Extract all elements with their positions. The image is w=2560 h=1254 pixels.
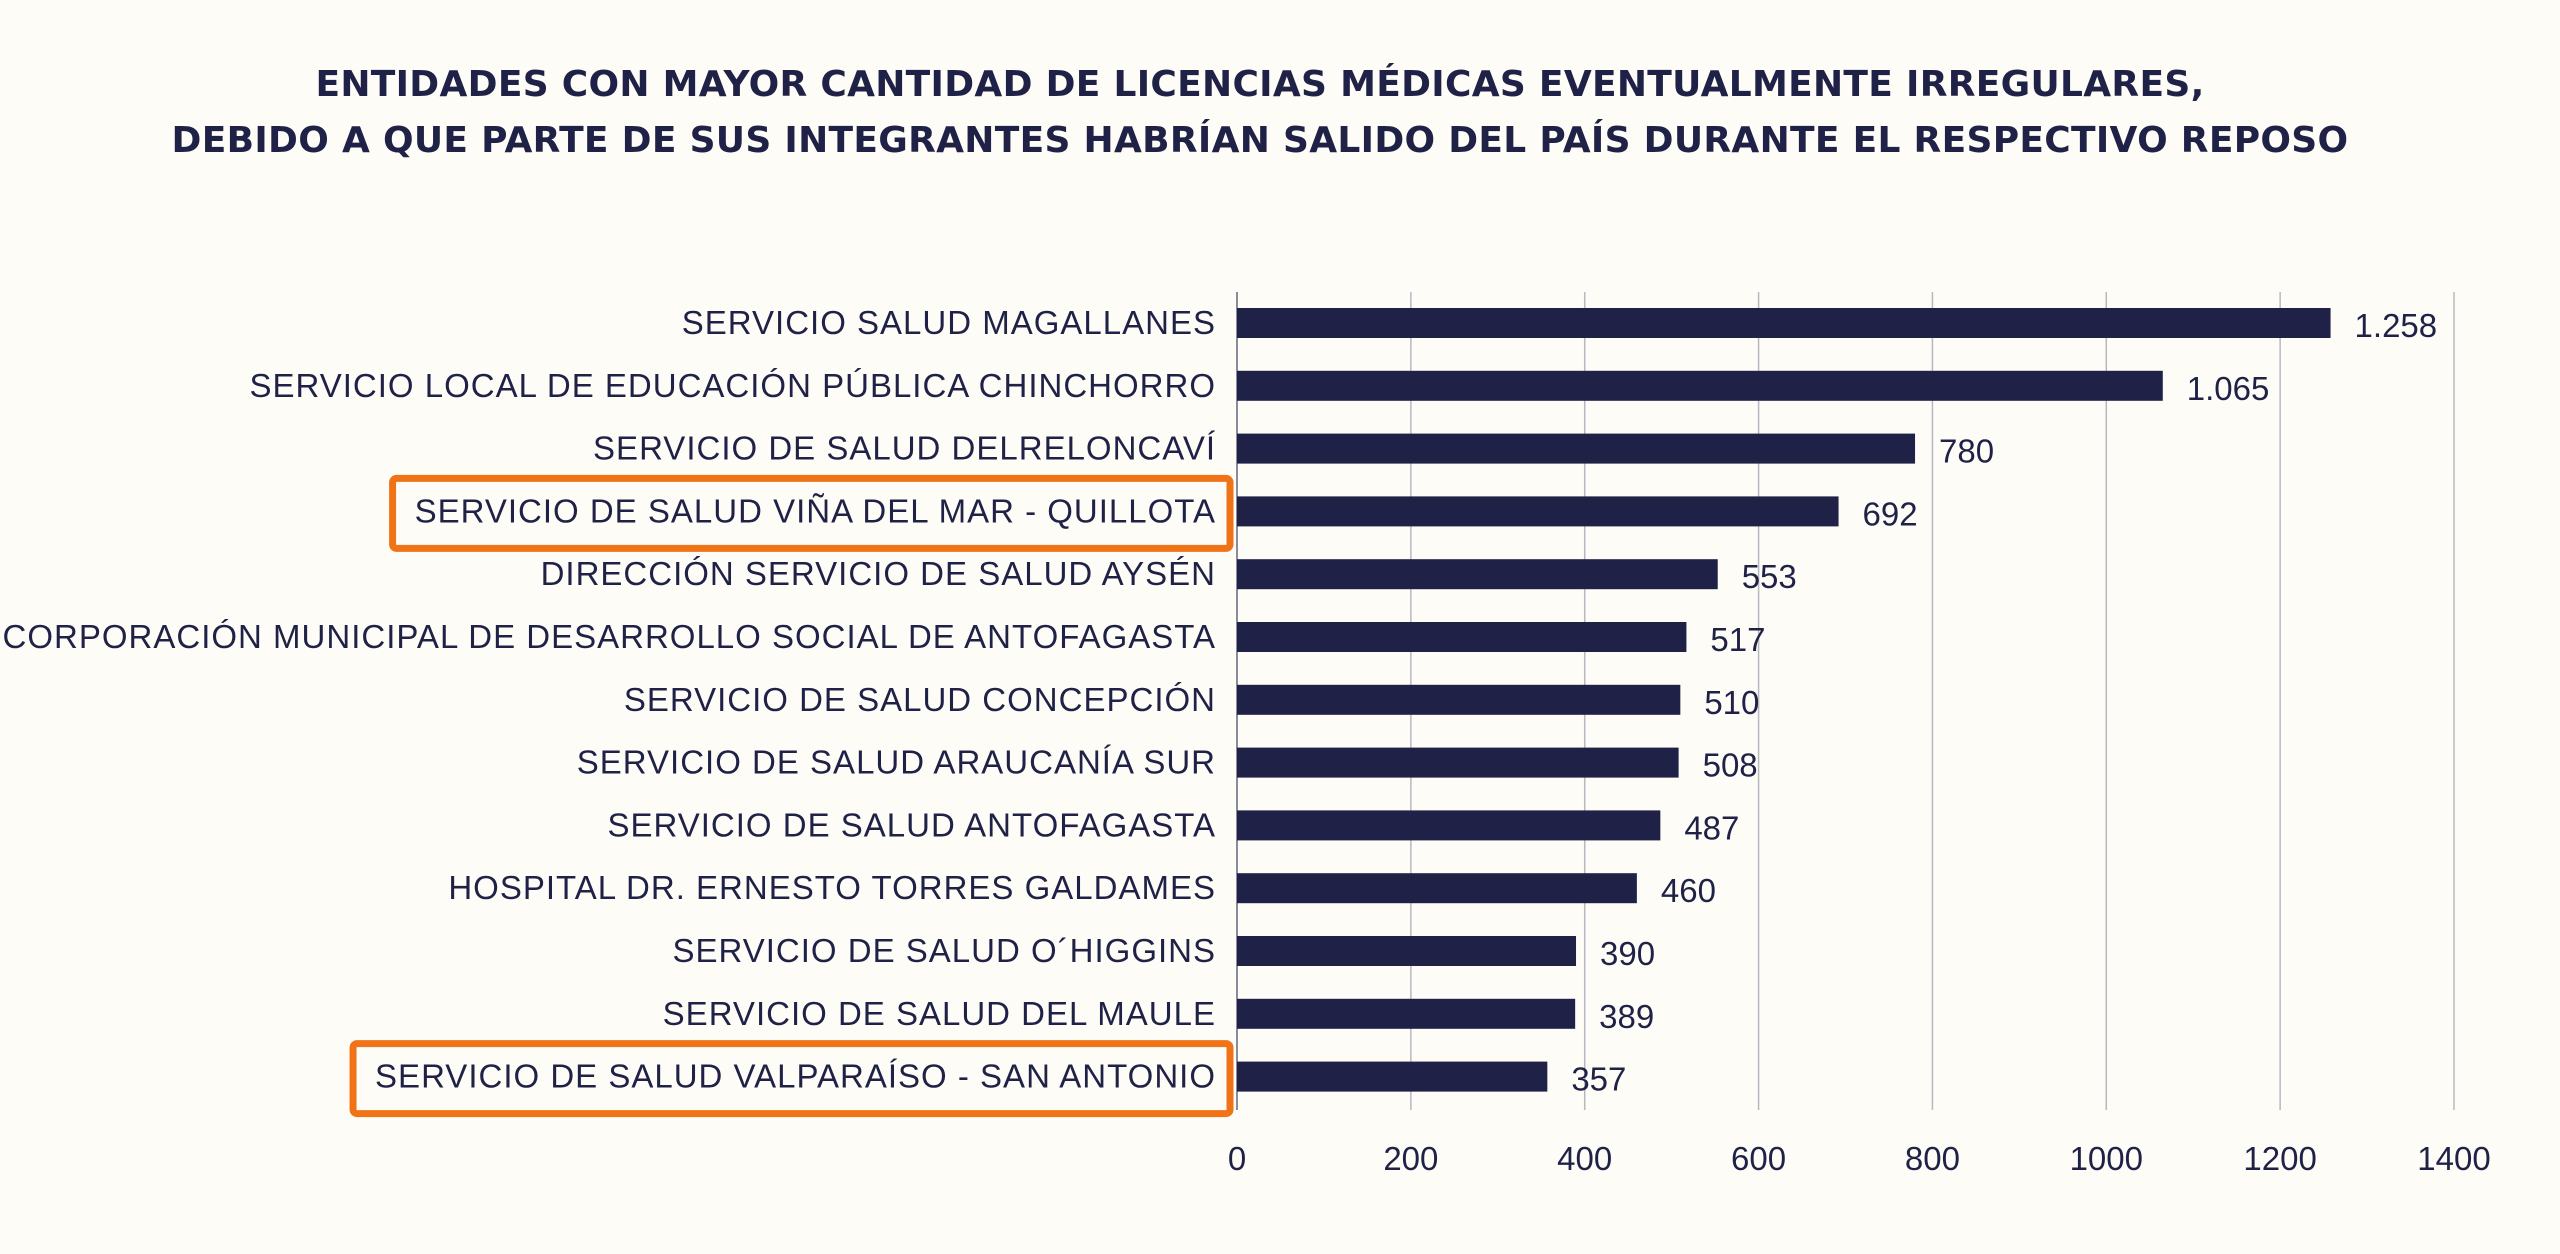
highlight-box — [349, 1040, 1234, 1118]
category-label: SERVICIO DE SALUD DELRELONCAVÍ — [593, 430, 1216, 467]
x-tick-label: 0 — [1228, 1140, 1246, 1177]
x-tick-label: 600 — [1731, 1140, 1786, 1177]
bar — [1237, 1061, 1548, 1092]
value-label: 692 — [1863, 495, 1918, 532]
category-label: SERVICIO DE SALUD DEL MAULE — [663, 995, 1216, 1032]
x-tick-label: 1400 — [2417, 1140, 2490, 1177]
bar — [1237, 810, 1661, 841]
bar — [1237, 308, 2331, 338]
category-label: CORPORACIÓN MUNICIPAL DE DESARROLLO SOCI… — [3, 618, 1216, 655]
bar — [1237, 370, 2163, 401]
bar — [1237, 998, 1576, 1029]
category-label: SERVICIO DE SALUD ARAUCANÍA SUR — [577, 744, 1216, 781]
x-tick-label: 1000 — [2070, 1140, 2143, 1177]
chart-title-line-2: DEBIDO A QUE PARTE DE SUS INTEGRANTES HA… — [171, 120, 2349, 161]
category-label: SERVICIO DE SALUD VIÑA DEL MAR - QUILLOT… — [415, 492, 1216, 529]
value-label: 390 — [1600, 935, 1655, 972]
bar — [1237, 684, 1681, 715]
value-label: 780 — [1939, 433, 1994, 470]
bar — [1237, 559, 1718, 590]
chart-title-line-1: ENTIDADES CON MAYOR CANTIDAD DE LICENCIA… — [315, 64, 2205, 105]
category-label: SERVICIO DE SALUD ANTOFAGASTA — [608, 806, 1217, 843]
x-tick-label: 1200 — [2243, 1140, 2316, 1177]
bars — [1237, 308, 2331, 1092]
category-label: HOSPITAL DR. ERNESTO TORRES GALDAMES — [448, 869, 1216, 906]
category-label: SERVICIO DE SALUD VALPARAÍSO - SAN ANTON… — [375, 1058, 1216, 1095]
value-label: 1.258 — [2355, 307, 2438, 344]
bar — [1237, 873, 1637, 904]
value-label: 517 — [1710, 621, 1765, 658]
value-label: 510 — [1704, 684, 1759, 721]
bar — [1237, 496, 1839, 527]
x-tick-label: 200 — [1383, 1140, 1438, 1177]
value-label: 357 — [1571, 1061, 1626, 1098]
value-label: 389 — [1599, 998, 1654, 1035]
value-label: 487 — [1684, 809, 1739, 846]
x-axis-tick-labels: 0 200 400 600 800 1000 1200 1400 — [1228, 1140, 2491, 1177]
category-label: SERVICIO SALUD MAGALLANES — [682, 304, 1216, 341]
highlight-boxes — [349, 474, 1234, 1118]
bar — [1237, 622, 1687, 652]
bar — [1237, 433, 1916, 464]
x-tick-label: 800 — [1905, 1140, 1960, 1177]
x-tick-label: 400 — [1557, 1140, 1612, 1177]
category-labels: SERVICIO SALUD MAGALLANES SERVICIO LOCAL … — [3, 304, 1217, 1095]
highlight-box — [389, 474, 1234, 552]
grid-lines — [1236, 292, 2455, 1110]
category-label: SERVICIO DE SALUD O´HIGGINS — [673, 932, 1217, 969]
value-label: 508 — [1703, 747, 1758, 784]
value-label: 460 — [1661, 872, 1716, 909]
value-label: 1.065 — [2187, 370, 2270, 407]
bar — [1237, 747, 1679, 778]
category-label: SERVICIO LOCAL DE EDUCACIÓN PÚBLICA CHIN… — [249, 367, 1216, 404]
category-label: DIRECCIÓN SERVICIO DE SALUD AYSÉN — [541, 555, 1216, 592]
value-label: 553 — [1742, 558, 1797, 595]
bar — [1237, 936, 1577, 966]
category-label: SERVICIO DE SALUD CONCEPCIÓN — [624, 681, 1216, 718]
